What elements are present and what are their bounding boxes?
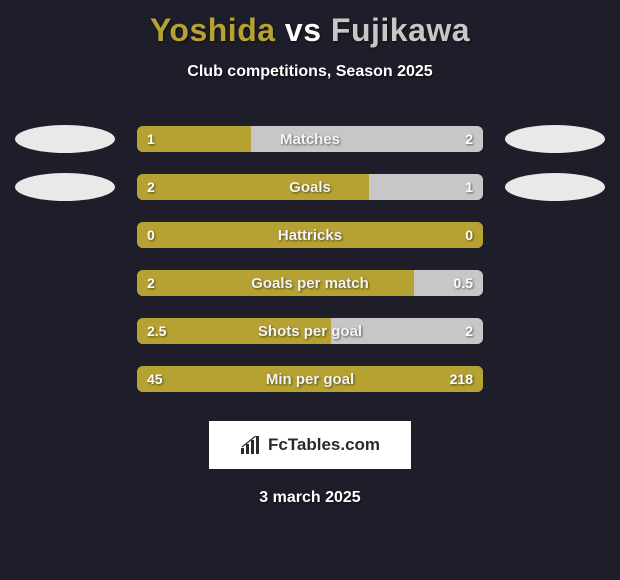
stat-value-b: 218	[450, 366, 473, 392]
bar-left-fill	[137, 222, 483, 248]
stat-row: 2.52Shots per goal	[0, 317, 620, 345]
stat-bar: 45218Min per goal	[137, 366, 483, 392]
brand-text: FcTables.com	[268, 435, 380, 455]
bar-left-fill	[137, 366, 483, 392]
player-a-marker	[15, 173, 115, 201]
stat-value-a: 1	[147, 126, 155, 152]
vs-separator: vs	[285, 12, 322, 48]
stat-row: 45218Min per goal	[0, 365, 620, 393]
player-b-marker	[505, 125, 605, 153]
bar-right-fill	[331, 318, 483, 344]
stat-value-a: 2	[147, 174, 155, 200]
player-b-marker	[505, 317, 605, 345]
stat-row: 20.5Goals per match	[0, 269, 620, 297]
stat-value-b: 2	[465, 126, 473, 152]
stat-row: 21Goals	[0, 173, 620, 201]
stat-value-b: 0.5	[454, 270, 473, 296]
infographic-root: Yoshida vs Fujikawa Club competitions, S…	[0, 0, 620, 507]
player-b-marker	[505, 173, 605, 201]
player-a-marker	[15, 365, 115, 393]
subtitle: Club competitions, Season 2025	[0, 63, 620, 81]
stat-value-a: 2.5	[147, 318, 166, 344]
player-a-marker	[15, 317, 115, 345]
bar-left-fill	[137, 270, 414, 296]
stat-bar: 20.5Goals per match	[137, 270, 483, 296]
stat-value-a: 2	[147, 270, 155, 296]
stat-value-b: 0	[465, 222, 473, 248]
bars-icon	[240, 436, 262, 454]
stat-bar: 21Goals	[137, 174, 483, 200]
page-title: Yoshida vs Fujikawa	[0, 12, 620, 49]
player-a-marker	[15, 125, 115, 153]
bar-right-fill	[251, 126, 483, 152]
brand-badge: FcTables.com	[209, 421, 411, 469]
stat-row: 00Hattricks	[0, 221, 620, 249]
bar-left-fill	[137, 174, 369, 200]
stat-value-b: 1	[465, 174, 473, 200]
player-a-marker	[15, 269, 115, 297]
stat-row: 12Matches	[0, 125, 620, 153]
stat-bar: 00Hattricks	[137, 222, 483, 248]
stat-bar: 2.52Shots per goal	[137, 318, 483, 344]
player-b-name: Fujikawa	[331, 12, 470, 48]
stat-value-a: 45	[147, 366, 163, 392]
stat-bar: 12Matches	[137, 126, 483, 152]
player-a-marker	[15, 221, 115, 249]
player-b-marker	[505, 365, 605, 393]
player-b-marker	[505, 221, 605, 249]
date-text: 3 march 2025	[0, 489, 620, 507]
stats-list: 12Matches21Goals00Hattricks20.5Goals per…	[0, 125, 620, 393]
stat-value-a: 0	[147, 222, 155, 248]
player-b-marker	[505, 269, 605, 297]
player-a-name: Yoshida	[150, 12, 276, 48]
stat-value-b: 2	[465, 318, 473, 344]
